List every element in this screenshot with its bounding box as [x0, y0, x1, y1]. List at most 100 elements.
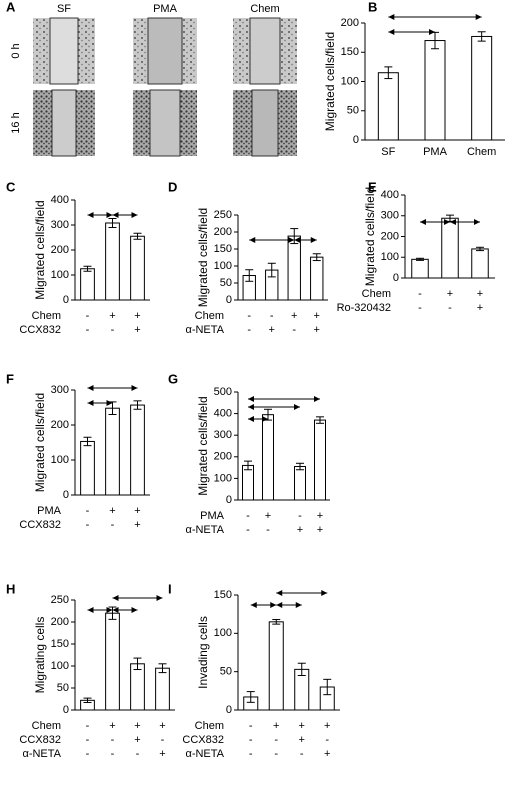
condition-sign: -: [111, 519, 115, 531]
condition-name: Chem: [195, 310, 224, 322]
y-tick-label: 150: [214, 243, 232, 255]
y-tick-label: 200: [214, 451, 232, 463]
bar: [242, 464, 254, 501]
condition-sign: +: [109, 505, 115, 517]
condition-sign: -: [249, 734, 253, 746]
condition-sign: +: [109, 720, 115, 732]
condition-sign: +: [134, 734, 140, 746]
y-tick-label: 300: [381, 210, 399, 222]
bar: [314, 419, 326, 501]
y-axis-label: Migrated cells/field: [363, 187, 377, 286]
column-label: SF: [57, 3, 71, 15]
y-tick-label: 0: [353, 134, 359, 146]
y-tick-label: 300: [51, 384, 69, 396]
condition-sign: +: [265, 510, 271, 522]
arrowhead: [450, 219, 480, 225]
y-axis-label: Migrated cells/field: [196, 208, 210, 307]
condition-sign: +: [317, 510, 323, 522]
condition-sign: -: [300, 748, 304, 760]
condition-name: PMA: [200, 510, 225, 522]
condition-sign: -: [266, 524, 270, 536]
y-tick-label: 200: [214, 226, 232, 238]
y-tick-label: 0: [63, 489, 69, 501]
bar: [80, 268, 95, 301]
y-tick-label: 200: [51, 419, 69, 431]
y-tick-label: 0: [226, 494, 232, 506]
bar: [441, 217, 459, 279]
condition-sign: -: [274, 748, 278, 760]
panel-letter: D: [168, 179, 177, 194]
condition-sign: -: [86, 519, 90, 531]
condition-sign: +: [134, 324, 140, 336]
y-tick-label: 50: [57, 682, 69, 694]
y-tick-label: 50: [347, 105, 359, 117]
y-tick-label: 100: [51, 269, 69, 281]
arrowhead: [112, 595, 163, 601]
arrowhead: [294, 237, 317, 243]
bar: [268, 621, 284, 711]
y-axis-label: Migrated cells/field: [196, 396, 210, 495]
condition-sign: -: [111, 324, 115, 336]
condition-sign: +: [134, 720, 140, 732]
bar: [155, 667, 170, 711]
arrowhead: [112, 212, 138, 218]
y-tick-label: 200: [341, 17, 359, 29]
condition-sign: +: [314, 324, 320, 336]
condition-name: Ro-320432: [337, 302, 391, 314]
condition-name: PMA: [37, 505, 62, 517]
bar: [130, 663, 145, 711]
arrowhead: [87, 400, 113, 406]
condition-sign: +: [317, 524, 323, 536]
condition-sign: +: [269, 324, 275, 336]
condition-sign: +: [159, 748, 165, 760]
y-axis-label: Migrated cells/field: [323, 32, 337, 131]
arrowhead: [420, 219, 450, 225]
condition-sign: -: [418, 302, 422, 314]
arrowhead: [248, 404, 300, 410]
condition-sign: -: [86, 310, 90, 322]
panel-letter: B: [368, 0, 377, 14]
bar: [310, 256, 324, 301]
arrowhead: [276, 590, 328, 596]
row-label: 16 h: [10, 112, 22, 133]
condition-name: CCX832: [182, 734, 224, 746]
micrographs: [33, 17, 297, 157]
y-tick-label: 400: [381, 189, 399, 201]
condition-sign: -: [246, 510, 250, 522]
condition-sign: +: [299, 734, 305, 746]
y-tick-label: 50: [220, 666, 232, 678]
condition-name: α-NETA: [185, 324, 224, 336]
condition-sign: -: [292, 324, 296, 336]
condition-name: CCX832: [19, 519, 61, 531]
bar: [80, 440, 95, 496]
panel-letter: A: [6, 0, 16, 14]
condition-sign: -: [86, 720, 90, 732]
y-tick-label: 0: [63, 294, 69, 306]
condition-sign: -: [247, 310, 251, 322]
panel-letter: H: [6, 581, 15, 596]
condition-name: CCX832: [19, 324, 61, 336]
condition-sign: -: [161, 734, 165, 746]
condition-sign: -: [86, 505, 90, 517]
y-axis-label: Invading cells: [196, 616, 210, 689]
y-tick-label: 250: [214, 209, 232, 221]
condition-sign: -: [247, 324, 251, 336]
arrowhead: [87, 607, 113, 613]
panel-letter: I: [168, 581, 172, 596]
condition-sign: +: [477, 302, 483, 314]
condition-name: CCX832: [19, 734, 61, 746]
condition-sign: -: [298, 510, 302, 522]
arrowhead: [276, 602, 302, 608]
condition-sign: +: [159, 720, 165, 732]
bar: [471, 35, 493, 141]
y-tick-label: 100: [214, 260, 232, 272]
y-tick-label: 500: [214, 386, 232, 398]
condition-sign: -: [448, 302, 452, 314]
condition-sign: -: [136, 748, 140, 760]
condition-name: α-NETA: [22, 748, 61, 760]
condition-sign: -: [111, 734, 115, 746]
bar: [471, 248, 489, 279]
bar: [130, 404, 145, 496]
condition-sign: +: [109, 310, 115, 322]
condition-sign: -: [111, 748, 115, 760]
